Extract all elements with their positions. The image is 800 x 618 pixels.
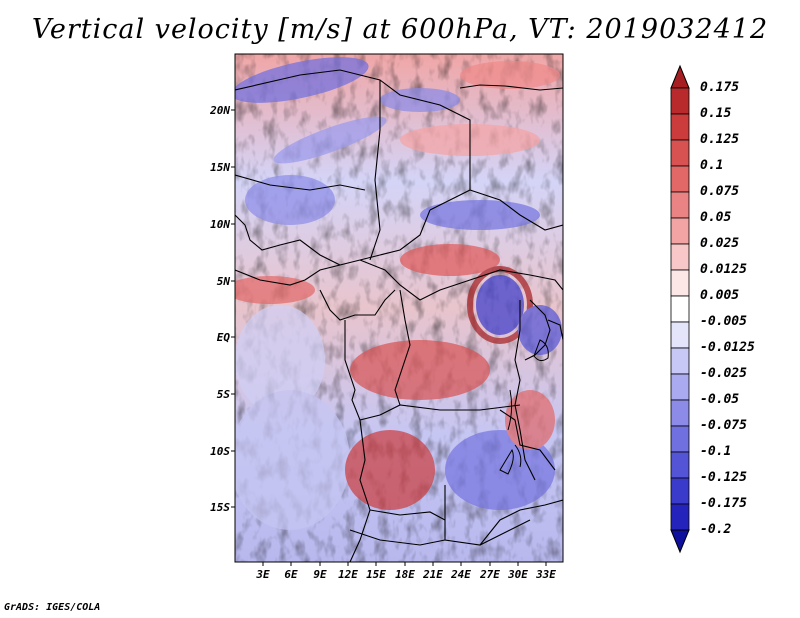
lat-label: 5S <box>216 388 230 401</box>
colorbar-segment <box>670 243 690 271</box>
lon-label: 33E <box>536 568 556 581</box>
colorbar-level-label: 0.0125 <box>700 262 747 277</box>
colorbar-level-label: -0.175 <box>700 496 747 511</box>
axis-ticks <box>231 109 547 566</box>
colorbar-top-arrow <box>670 64 690 89</box>
colorbar-level-label: -0.005 <box>700 314 747 329</box>
lon-label: 6E <box>284 568 298 581</box>
colorbar-segment <box>670 139 690 167</box>
lon-label: 30E <box>508 568 528 581</box>
lon-label: 21E <box>423 568 443 581</box>
colorbar-bottom-arrow <box>670 529 690 554</box>
colorbar-segment <box>670 451 690 479</box>
lon-label: 27E <box>480 568 500 581</box>
colorbar-segment <box>670 269 690 297</box>
lon-label: 9E <box>313 568 327 581</box>
lon-label: 12E <box>338 568 358 581</box>
colorbar-level-label: -0.075 <box>700 418 747 433</box>
colorbar-level-label: 0.005 <box>700 288 740 303</box>
colorbar-level-label: 0.025 <box>700 236 740 251</box>
colorbar-segment <box>670 399 690 427</box>
colorbar-level-label: 0.05 <box>700 210 732 225</box>
lat-label: 20N <box>210 104 230 117</box>
credit-text: GrADS: IGES/COLA <box>4 602 101 613</box>
colorbar-level-label: 0.175 <box>700 80 740 95</box>
colorbar-level-label: -0.2 <box>700 522 732 537</box>
lat-label: 15N <box>210 161 230 174</box>
colorbar-segment <box>670 503 690 531</box>
colorbar-segment <box>670 373 690 401</box>
lat-label: 10S <box>210 445 230 458</box>
map-title: Vertical velocity [m/s] at 600hPa, VT: 2… <box>31 14 769 45</box>
colorbar-segment <box>670 217 690 245</box>
lat-label: 15S <box>210 501 230 514</box>
colorbar-level-label: 0.15 <box>700 106 732 121</box>
colorbar-segment <box>670 321 690 349</box>
lat-label: 10N <box>210 218 230 231</box>
colorbar <box>670 64 690 554</box>
velocity-field <box>235 54 563 562</box>
colorbar-segment <box>670 347 690 375</box>
map-frame <box>234 53 564 563</box>
colorbar-level-label: 0.075 <box>700 184 740 199</box>
colorbar-segment <box>670 425 690 453</box>
lon-label: 24E <box>451 568 471 581</box>
colorbar-segment <box>670 477 690 505</box>
lat-label: 5N <box>216 275 230 288</box>
lon-label: 18E <box>395 568 415 581</box>
colorbar-level-label: -0.05 <box>700 392 740 407</box>
colorbar-segment <box>670 191 690 219</box>
colorbar-level-label: -0.125 <box>700 470 747 485</box>
lon-label: 3E <box>256 568 270 581</box>
colorbar-level-label: 0.125 <box>700 132 740 147</box>
colorbar-level-label: 0.1 <box>700 158 724 173</box>
colorbar-level-label: -0.0125 <box>700 340 755 355</box>
lat-label: EQ <box>216 331 230 344</box>
colorbar-segment <box>670 87 690 115</box>
colorbar-segment <box>670 165 690 193</box>
lon-label: 15E <box>366 568 386 581</box>
colorbar-level-label: -0.1 <box>700 444 732 459</box>
colorbar-segment <box>670 113 690 141</box>
colorbar-segment <box>670 295 690 323</box>
colorbar-level-label: -0.025 <box>700 366 747 381</box>
